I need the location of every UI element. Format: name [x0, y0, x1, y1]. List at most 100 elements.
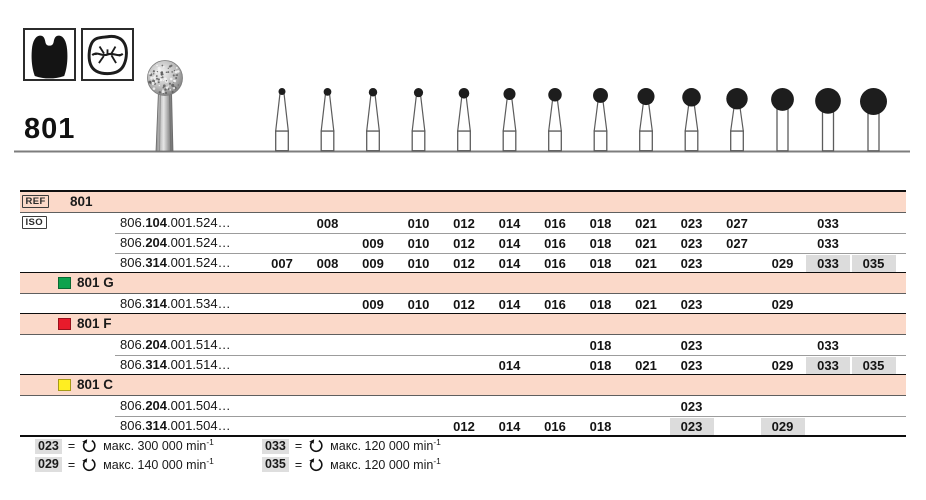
speed-legend-item: 033 = макс. 120 000 min-1 — [262, 438, 441, 454]
size-cell: 009 — [362, 255, 384, 271]
size-cell: 021 — [635, 296, 657, 312]
row-divider — [20, 435, 906, 437]
size-cell: 008 — [316, 215, 339, 231]
size-cell: 014 — [498, 235, 521, 251]
size-cell: 010 — [407, 296, 430, 312]
size-cell: 033 — [817, 337, 839, 353]
size-cell: 009 — [362, 296, 384, 312]
iso-row: 806.314.001.504… 012 014 016 018 023 029 — [20, 416, 906, 437]
size-cell: 014 — [498, 357, 521, 373]
ref-badge: REF — [22, 195, 50, 208]
size-cell: 018 — [589, 337, 612, 353]
size-cell: 023 — [669, 417, 714, 435]
iso-number: 806.314.001.534… — [120, 296, 231, 311]
size-cell: 018 — [589, 357, 612, 373]
speed-legend-item: 023 = макс. 300 000 min-1 — [35, 438, 214, 454]
iso-row: 806.314.001.534… 009 010 012 014 016 018 021 023… — [20, 294, 906, 315]
iso-row: 806.314.001.514… 014 018 021 023 029 033 035 — [20, 355, 906, 376]
size-cell: 010 — [407, 215, 430, 231]
size-cell: 021 — [635, 215, 657, 231]
variant-label: 801 C — [77, 377, 114, 392]
legend-size-label: 033 — [262, 438, 289, 454]
bur-silhouette — [457, 88, 471, 152]
iso-number: 806.204.001.524… — [120, 235, 231, 250]
size-cell: 033 — [806, 356, 850, 374]
legend-max-speed-text: макс. 300 000 min-1 — [103, 436, 214, 453]
size-cell: 035 — [851, 254, 896, 272]
legend-max-speed-text: макс. 140 000 min-1 — [103, 455, 214, 472]
size-cell: 012 — [453, 255, 475, 271]
tooth-crown-icon-box — [23, 28, 76, 81]
size-cell: 010 — [407, 255, 430, 271]
bur-silhouette — [502, 88, 517, 152]
legend-size-label: 023 — [35, 438, 62, 454]
size-cell: 021 — [635, 357, 657, 373]
variant-color-square — [58, 378, 71, 391]
row-divider — [115, 354, 906, 356]
variant-color-square — [58, 276, 71, 289]
size-cell: 014 — [498, 215, 521, 231]
size-cell: 008 — [316, 255, 339, 271]
iso-row: 806.204.001.524… 009 010 012 014 016 018 021 023… — [20, 233, 906, 254]
size-cell: 012 — [453, 215, 475, 231]
iso-number: 806.204.001.514… — [120, 337, 231, 352]
size-cell: 014 — [498, 255, 521, 271]
bur-silhouette — [548, 88, 562, 152]
size-cell: 023 — [680, 215, 703, 231]
size-cell: 018 — [589, 215, 612, 231]
legend-size-label: 029 — [35, 457, 62, 472]
bur-silhouette — [411, 88, 426, 152]
iso-number: 806.204.001.504… — [120, 398, 231, 413]
equals-sign: = — [294, 439, 303, 453]
iso-row: 806.314.001.524… 007 008 009 010 012 014 016 018… — [20, 253, 906, 274]
bur-silhouette — [637, 88, 655, 152]
iso-number: 806.314.001.514… — [120, 357, 231, 372]
legend-max-speed-text: макс. 120 000 min-1 — [330, 436, 441, 453]
size-cell: 018 — [589, 296, 612, 312]
size-cell: 023 — [680, 337, 703, 353]
bur-silhouette — [275, 88, 289, 152]
size-cell: 014 — [498, 296, 521, 312]
size-cell: 023 — [680, 296, 703, 312]
variant-label: 801 F — [77, 316, 112, 331]
size-cell: 012 — [453, 418, 475, 434]
size-cell: 018 — [589, 255, 612, 271]
rotation-speed-icon — [309, 439, 323, 453]
variant-label: 801 — [70, 194, 93, 209]
variant-label: 801 G — [77, 275, 114, 290]
variant-header-row: 801 C — [20, 375, 906, 396]
speed-legend-item: 035 = макс. 120 000 min-1 — [262, 456, 441, 473]
size-cell: 016 — [544, 418, 566, 434]
size-cell: 007 — [271, 255, 293, 271]
iso-badge: ISO — [22, 216, 47, 229]
product-table: REF 801 ISO 806.104.001.524… 008 010 012 014 016… — [20, 190, 906, 437]
size-cell: 027 — [726, 235, 748, 251]
size-cell: 027 — [726, 215, 748, 231]
rotation-speed-icon — [309, 457, 323, 471]
size-cell: 033 — [817, 235, 839, 251]
equals-sign: = — [67, 439, 76, 453]
bur-silhouette — [593, 88, 608, 152]
row-divider — [115, 252, 906, 254]
variant-header-row: 801 F — [20, 314, 906, 335]
size-cell: 016 — [544, 296, 566, 312]
size-cell: 016 — [544, 215, 566, 231]
ref-header-row: REF 801 — [20, 192, 906, 213]
product-number: 801 — [24, 113, 76, 145]
round-diamond-bur-photo — [147, 60, 183, 152]
size-cell: 021 — [635, 255, 657, 271]
iso-number: 806.314.001.524… — [120, 255, 231, 270]
size-cell: 023 — [680, 235, 703, 251]
size-cell: 029 — [771, 296, 794, 312]
bur-silhouette — [366, 88, 380, 152]
size-cell: 010 — [407, 235, 430, 251]
size-cell: 018 — [589, 235, 612, 251]
size-cell: 009 — [362, 235, 384, 251]
size-cell: 014 — [498, 418, 521, 434]
size-cell: 012 — [453, 296, 475, 312]
speed-legend-item: 029 = макс. 140 000 min-1 — [35, 455, 214, 473]
tooth-crown-icon — [31, 35, 68, 79]
iso-number: 806.104.001.524… — [120, 215, 231, 230]
equals-sign: = — [294, 457, 303, 472]
